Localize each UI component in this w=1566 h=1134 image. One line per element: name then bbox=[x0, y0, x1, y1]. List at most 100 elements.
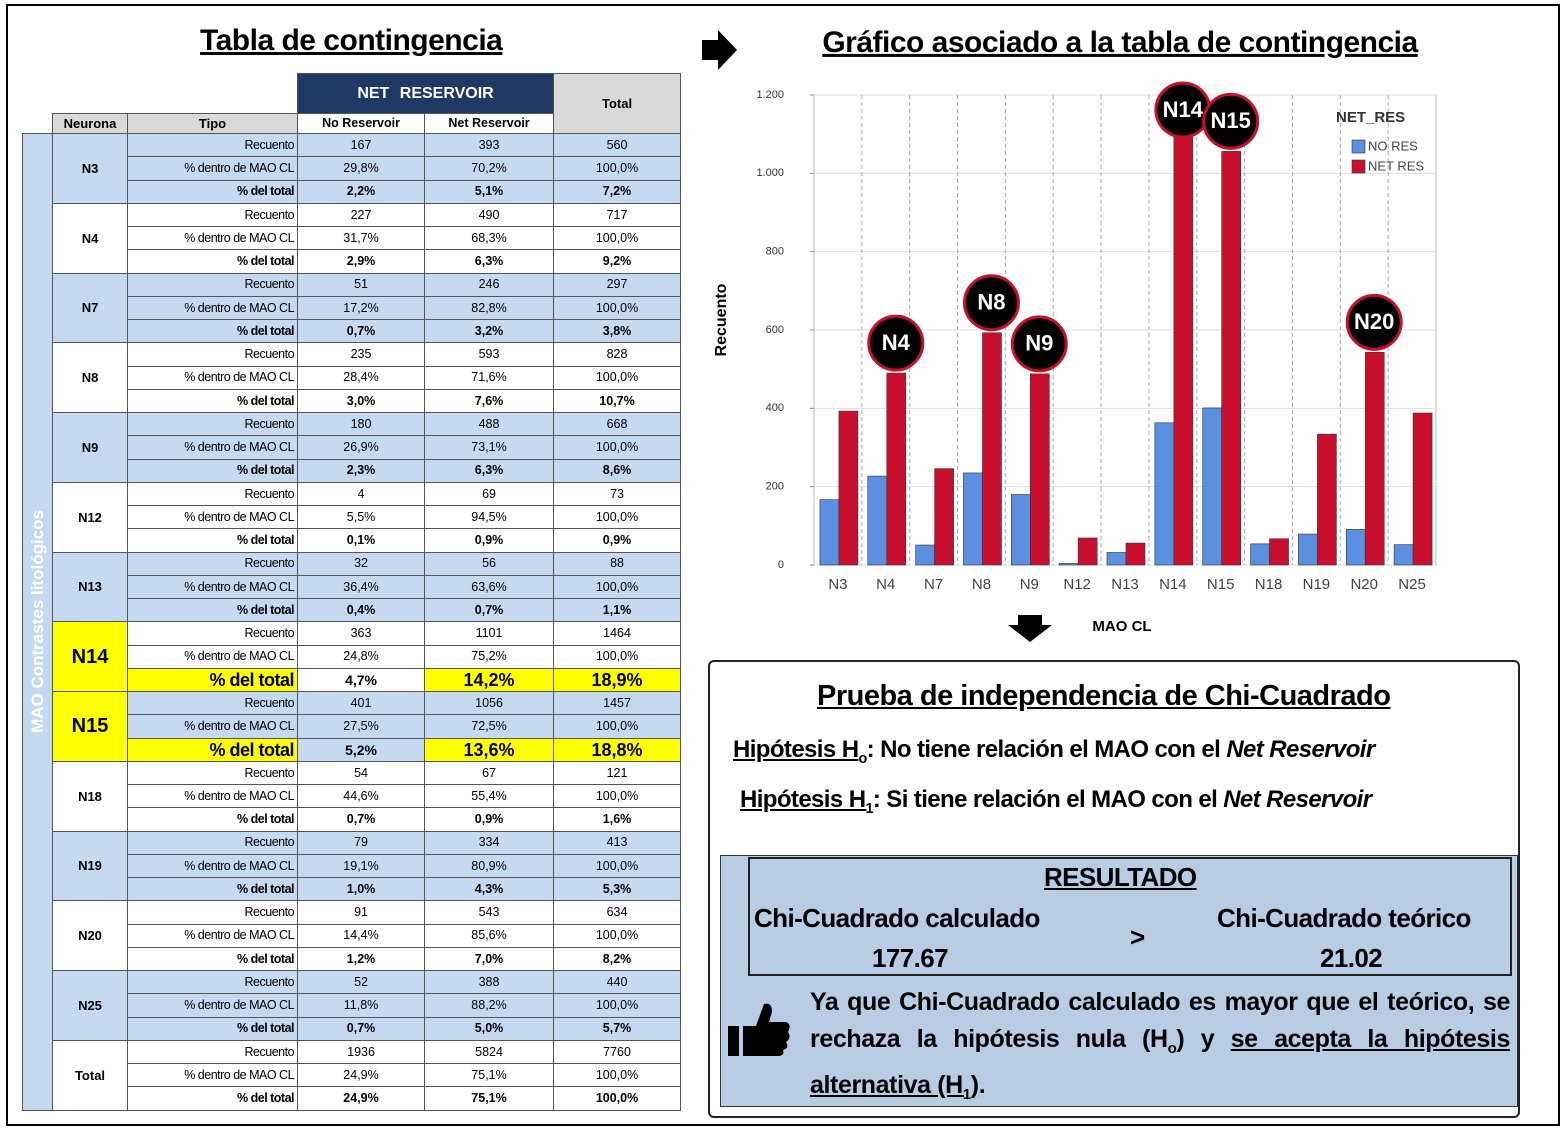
table-value: 543 bbox=[424, 900, 555, 925]
table-row: Total Recuento 1936 5824 7760 bbox=[23, 1039, 682, 1111]
neurona-cell: N7 bbox=[52, 272, 128, 344]
table-row: % del total 3,0% 7,6% 10,7% bbox=[23, 388, 682, 414]
bar bbox=[1154, 422, 1175, 566]
table-value: 7,2% bbox=[553, 179, 682, 204]
table-row: % del total 5,2% 13,6% 18,8% bbox=[23, 737, 682, 762]
table-value: 75,2% bbox=[424, 644, 555, 669]
row-type: Recuento bbox=[126, 551, 299, 576]
table-value: 235 bbox=[297, 342, 426, 367]
table-row: N4 Recuento 227 490 717 bbox=[23, 202, 682, 274]
legend-label: NET RES bbox=[1368, 158, 1424, 173]
table-value: 634 bbox=[553, 900, 682, 925]
table-value: 44,6% bbox=[297, 783, 426, 809]
table-value: 3,0% bbox=[297, 388, 426, 414]
row-type: Recuento bbox=[126, 342, 299, 367]
conclusion-text: Ya que Chi-Cuadrado calculado es mayor q… bbox=[810, 988, 1510, 1053]
neurona-cell: N14 bbox=[52, 621, 128, 692]
table-row: % del total 0,1% 0,9% 0,9% bbox=[23, 528, 682, 553]
conclusion-text: . bbox=[978, 1071, 986, 1099]
x-tick-label: N7 bbox=[924, 576, 943, 593]
column-header: No Reservoir bbox=[297, 113, 426, 134]
table-value: 18,9% bbox=[553, 667, 682, 693]
table-value: 363 bbox=[297, 621, 426, 646]
group-header: NET RESERVOIR bbox=[297, 73, 555, 114]
x-tick-label: N4 bbox=[876, 576, 895, 593]
annotation-label: N15 bbox=[1211, 108, 1251, 133]
table-value: 6,3% bbox=[424, 458, 555, 483]
row-type: % dentro de MAO CL bbox=[126, 365, 299, 390]
row-type: Recuento bbox=[126, 830, 299, 855]
hypothesis-1: Hipótesis H1: Si tiene relación el MAO c… bbox=[740, 786, 1372, 817]
bar bbox=[1412, 412, 1433, 566]
annotation-circle bbox=[1345, 293, 1403, 351]
row-type: % dentro de MAO CL bbox=[126, 504, 299, 530]
table-value: 413 bbox=[553, 830, 682, 855]
down-arrow bbox=[1008, 615, 1052, 642]
row-type: Recuento bbox=[126, 900, 299, 925]
table-value: 440 bbox=[553, 969, 682, 995]
table-row: % dentro de MAO CL 28,4% 71,6% 100,0% bbox=[23, 365, 682, 390]
bar bbox=[1345, 529, 1366, 566]
table-value: 85,6% bbox=[424, 923, 555, 948]
result-title: RESULTADO bbox=[1044, 862, 1197, 892]
table-row: % dentro de MAO CL 17,2% 82,8% 100,0% bbox=[23, 295, 682, 321]
row-type: Recuento bbox=[126, 969, 299, 995]
bar bbox=[982, 332, 1002, 566]
table-value: 593 bbox=[424, 342, 555, 367]
conclusion-text: ) bbox=[970, 1071, 979, 1099]
row-type: % del total bbox=[126, 737, 299, 762]
table-value: 4,3% bbox=[424, 876, 555, 902]
hyp-text: : No tiene relación el MAO con el bbox=[866, 736, 1227, 763]
bar bbox=[1269, 538, 1289, 566]
bar bbox=[1030, 373, 1050, 566]
bar bbox=[1250, 543, 1270, 566]
table-title: Tabla de contingencia bbox=[200, 24, 503, 57]
table-row: % del total 2,3% 6,3% 8,6% bbox=[23, 458, 682, 483]
bar bbox=[1058, 563, 1079, 566]
theory-value: 21.02 bbox=[1320, 943, 1383, 973]
table-value: 5,0% bbox=[424, 1016, 555, 1041]
y-tick-label: 400 bbox=[766, 402, 784, 414]
row-type: % dentro de MAO CL bbox=[126, 1062, 299, 1088]
column-header: Tipo bbox=[126, 113, 299, 134]
table-value: 1464 bbox=[553, 621, 682, 646]
side-label-cell: MAO Contrastes litológicos bbox=[22, 133, 53, 1111]
table-value: 68,3% bbox=[424, 225, 555, 251]
row-type: % dentro de MAO CL bbox=[126, 574, 299, 600]
hyp-emph: Net Reservoir bbox=[1223, 786, 1372, 813]
bar bbox=[934, 468, 954, 566]
row-type: % dentro de MAO CL bbox=[126, 225, 299, 251]
table-value: 560 bbox=[553, 132, 682, 158]
x-tick-label: N19 bbox=[1303, 576, 1331, 593]
table-value: 388 bbox=[424, 969, 555, 995]
row-type: % del total bbox=[126, 458, 299, 483]
conclusion-sub: o bbox=[1167, 1040, 1177, 1057]
table-value: 0,4% bbox=[297, 597, 426, 623]
table-value: 401 bbox=[297, 690, 426, 716]
table-value: 24,9% bbox=[297, 1086, 426, 1111]
table-value: 7,0% bbox=[424, 946, 555, 972]
table-row: % dentro de MAO CL 31,7% 68,3% 100,0% bbox=[23, 225, 682, 251]
row-type: % del total bbox=[126, 946, 299, 972]
table-row: % dentro de MAO CL 29,8% 70,2% 100,0% bbox=[23, 156, 682, 181]
y-tick-label: 0 bbox=[778, 559, 784, 571]
chart-title: Gráfico asociado a la tabla de contingen… bbox=[822, 26, 1418, 59]
table-value: 88 bbox=[553, 551, 682, 576]
table-value: 100,0% bbox=[553, 365, 682, 390]
neurona-cell: N19 bbox=[52, 830, 128, 902]
table-value: 1,2% bbox=[297, 946, 426, 972]
row-type: % dentro de MAO CL bbox=[126, 783, 299, 809]
table-value: 91 bbox=[297, 900, 426, 925]
table-row: % del total 1,2% 7,0% 8,2% bbox=[23, 946, 682, 972]
row-type: % del total bbox=[126, 249, 299, 274]
table-value: 717 bbox=[553, 202, 682, 228]
result-box bbox=[748, 857, 1512, 976]
row-type: % del total bbox=[126, 388, 299, 414]
table-value: 5,1% bbox=[424, 179, 555, 204]
table-value: 100,0% bbox=[553, 1086, 682, 1111]
table-value: 1,1% bbox=[553, 597, 682, 623]
right-arrow bbox=[702, 30, 737, 70]
table-value: 28,4% bbox=[297, 365, 426, 390]
table-value: 490 bbox=[424, 202, 555, 228]
table-value: 14,2% bbox=[424, 667, 555, 693]
